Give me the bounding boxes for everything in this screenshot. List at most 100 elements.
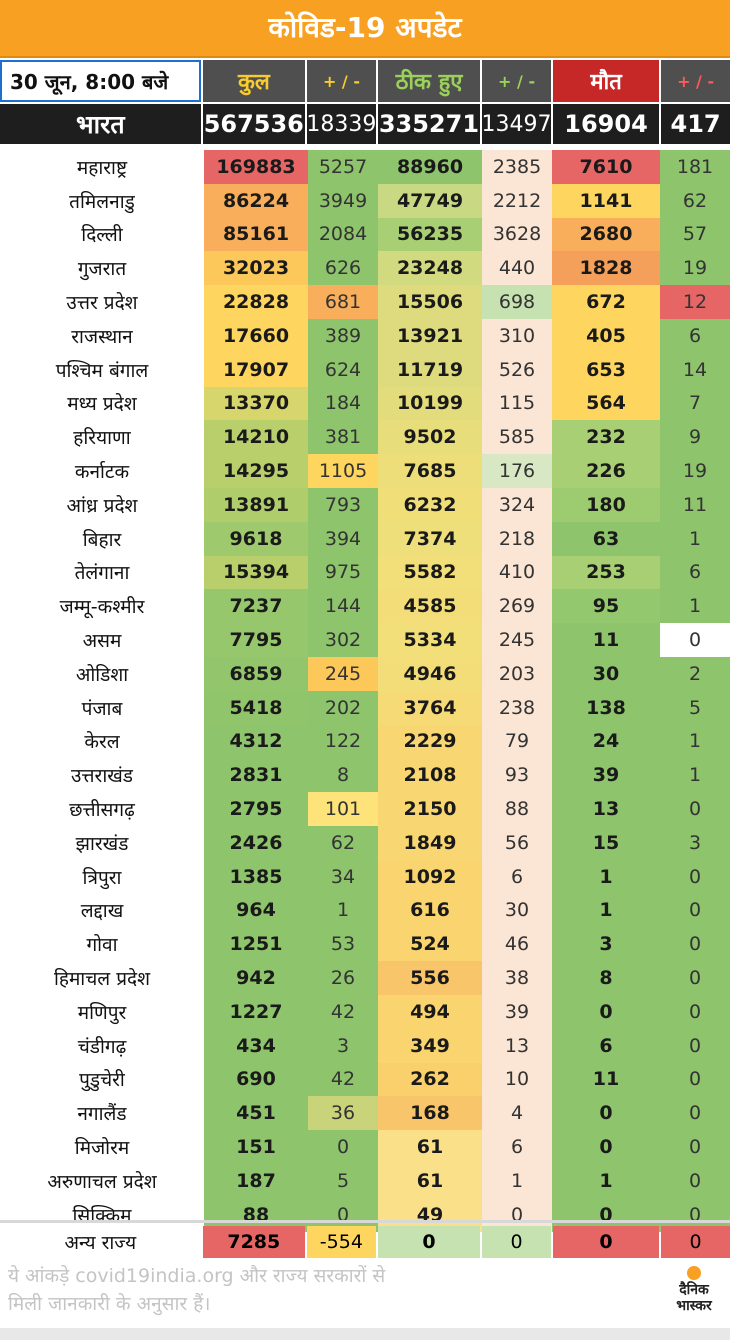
state-recovered: 5334 xyxy=(378,623,482,657)
state-recovered: 61 xyxy=(378,1130,482,1164)
state-total-change: 42 xyxy=(308,994,378,1029)
state-total: 169883 xyxy=(204,150,308,184)
table-row: कर्नाटक 14295 1105 7685 176 226 19 xyxy=(0,454,730,488)
state-deaths: 30 xyxy=(552,656,660,691)
table-row: ओडिशा 6859 245 4946 203 30 2 xyxy=(0,656,730,691)
state-total: 2795 xyxy=(204,792,308,826)
state-recovered: 47749 xyxy=(378,183,482,218)
state-total-change: 34 xyxy=(308,859,378,894)
state-deaths: 7610 xyxy=(552,150,660,184)
source-note: ये आंकड़े covid19india.org और राज्य सरका… xyxy=(8,1265,386,1315)
table-row: त्रिपुरा 1385 34 1092 6 1 0 xyxy=(0,859,730,894)
state-name: पुडुचेरी xyxy=(0,1062,204,1097)
state-deaths: 1 xyxy=(552,893,660,928)
state-deaths: 1141 xyxy=(552,183,660,218)
table-row: गुजरात 32023 626 23248 440 1828 19 xyxy=(0,251,730,286)
state-deaths: 6 xyxy=(552,1028,660,1063)
state-total: 9618 xyxy=(204,521,308,556)
state-name: तेलंगाना xyxy=(0,555,204,590)
state-recovered-change: 13 xyxy=(482,1028,552,1063)
state-recovered-change: 310 xyxy=(482,318,552,353)
state-recovered-change: 1 xyxy=(482,1163,552,1198)
state-recovered-change: 38 xyxy=(482,961,552,995)
state-total: 151 xyxy=(204,1130,308,1164)
total-change-header: + / - xyxy=(307,60,376,102)
state-total-change: 42 xyxy=(308,1062,378,1097)
state-recovered: 616 xyxy=(378,893,482,928)
deaths-header: मौत xyxy=(552,60,660,102)
table-row: पंजाब 5418 202 3764 238 138 5 xyxy=(0,690,730,725)
state-recovered: 88960 xyxy=(378,150,482,184)
logo-line-2: भास्कर xyxy=(676,1298,712,1314)
state-deaths: 8 xyxy=(552,961,660,995)
table-row: नगालैंड 451 36 168 4 0 0 xyxy=(0,1096,730,1131)
state-recovered: 15506 xyxy=(378,285,482,319)
state-total: 1251 xyxy=(204,927,308,962)
state-deaths-change: 0 xyxy=(660,859,730,894)
state-total: 14210 xyxy=(204,420,308,455)
state-recovered-change: 56 xyxy=(482,825,552,860)
state-deaths-change: 1 xyxy=(660,521,730,556)
state-total-change: 975 xyxy=(308,555,378,590)
state-deaths: 672 xyxy=(552,285,660,319)
state-total: 187 xyxy=(204,1163,308,1198)
state-deaths-change: 0 xyxy=(660,994,730,1029)
state-deaths-change: 7 xyxy=(660,386,730,421)
state-total: 434 xyxy=(204,1028,308,1063)
state-deaths: 405 xyxy=(552,318,660,353)
state-deaths-change: 0 xyxy=(660,1197,730,1232)
state-deaths-change: 0 xyxy=(660,927,730,962)
state-total-change: 3 xyxy=(308,1028,378,1063)
dainik-bhaskar-logo: दैनिक भास्कर xyxy=(662,1266,726,1322)
state-deaths: 63 xyxy=(552,521,660,556)
india-recovered: 335271 xyxy=(377,104,481,144)
state-rows: महाराष्ट्र 169883 5257 88960 2385 7610 181 तमिल… xyxy=(0,150,730,1232)
state-deaths-change: 0 xyxy=(660,1096,730,1131)
india-total: 567536 xyxy=(202,104,305,144)
other-recovered: 0 xyxy=(377,1226,481,1258)
state-name: उत्तर प्रदेश xyxy=(0,285,204,319)
state-recovered: 1092 xyxy=(378,859,482,894)
state-total: 7237 xyxy=(204,589,308,624)
sun-icon xyxy=(687,1266,701,1280)
table-row: जम्मू-कश्मीर 7237 144 4585 269 95 1 xyxy=(0,589,730,624)
state-name: हिमाचल प्रदेश xyxy=(0,961,204,995)
other-total-change: -554 xyxy=(306,1226,376,1258)
state-recovered-change: 2385 xyxy=(482,150,552,184)
state-recovered: 11719 xyxy=(378,352,482,387)
state-deaths: 13 xyxy=(552,792,660,826)
state-total: 86224 xyxy=(204,183,308,218)
state-total: 85161 xyxy=(204,217,308,252)
state-total-change: 202 xyxy=(308,690,378,725)
state-recovered-change: 4 xyxy=(482,1096,552,1131)
table-row: तेलंगाना 15394 975 5582 410 253 6 xyxy=(0,555,730,590)
state-recovered-change: 176 xyxy=(482,454,552,488)
state-name: असम xyxy=(0,623,204,657)
state-deaths: 1 xyxy=(552,1163,660,1198)
table-row: उत्तराखंड 2831 8 2108 93 39 1 xyxy=(0,758,730,793)
table-row: महाराष्ट्र 169883 5257 88960 2385 7610 181 xyxy=(0,150,730,184)
state-total-change: 101 xyxy=(308,792,378,826)
state-name: पश्चिम बंगाल xyxy=(0,352,204,387)
state-name: मणिपुर xyxy=(0,994,204,1029)
state-recovered-change: 79 xyxy=(482,724,552,759)
state-deaths: 1828 xyxy=(552,251,660,286)
india-total-row: भारत 567536 18339 335271 13497 16904 417 xyxy=(0,104,730,144)
state-total-change: 302 xyxy=(308,623,378,657)
state-deaths-change: 181 xyxy=(660,150,730,184)
state-total: 4312 xyxy=(204,724,308,759)
state-deaths: 11 xyxy=(552,623,660,657)
table-row: झारखंड 2426 62 1849 56 15 3 xyxy=(0,825,730,860)
india-total-change: 18339 xyxy=(306,104,376,144)
table-row: अरुणाचल प्रदेश 187 5 61 1 1 0 xyxy=(0,1163,730,1198)
state-recovered: 1849 xyxy=(378,825,482,860)
table-row: चंडीगढ़ 434 3 349 13 6 0 xyxy=(0,1028,730,1063)
state-name: कर्नाटक xyxy=(0,454,204,488)
state-recovered: 7374 xyxy=(378,521,482,556)
state-deaths: 226 xyxy=(552,454,660,488)
table-row: दिल्ली 85161 2084 56235 3628 2680 57 xyxy=(0,217,730,252)
table-row: गोवा 1251 53 524 46 3 0 xyxy=(0,927,730,962)
state-recovered: 2150 xyxy=(378,792,482,826)
table-row: लद्दाख 964 1 616 30 1 0 xyxy=(0,893,730,928)
state-deaths: 653 xyxy=(552,352,660,387)
